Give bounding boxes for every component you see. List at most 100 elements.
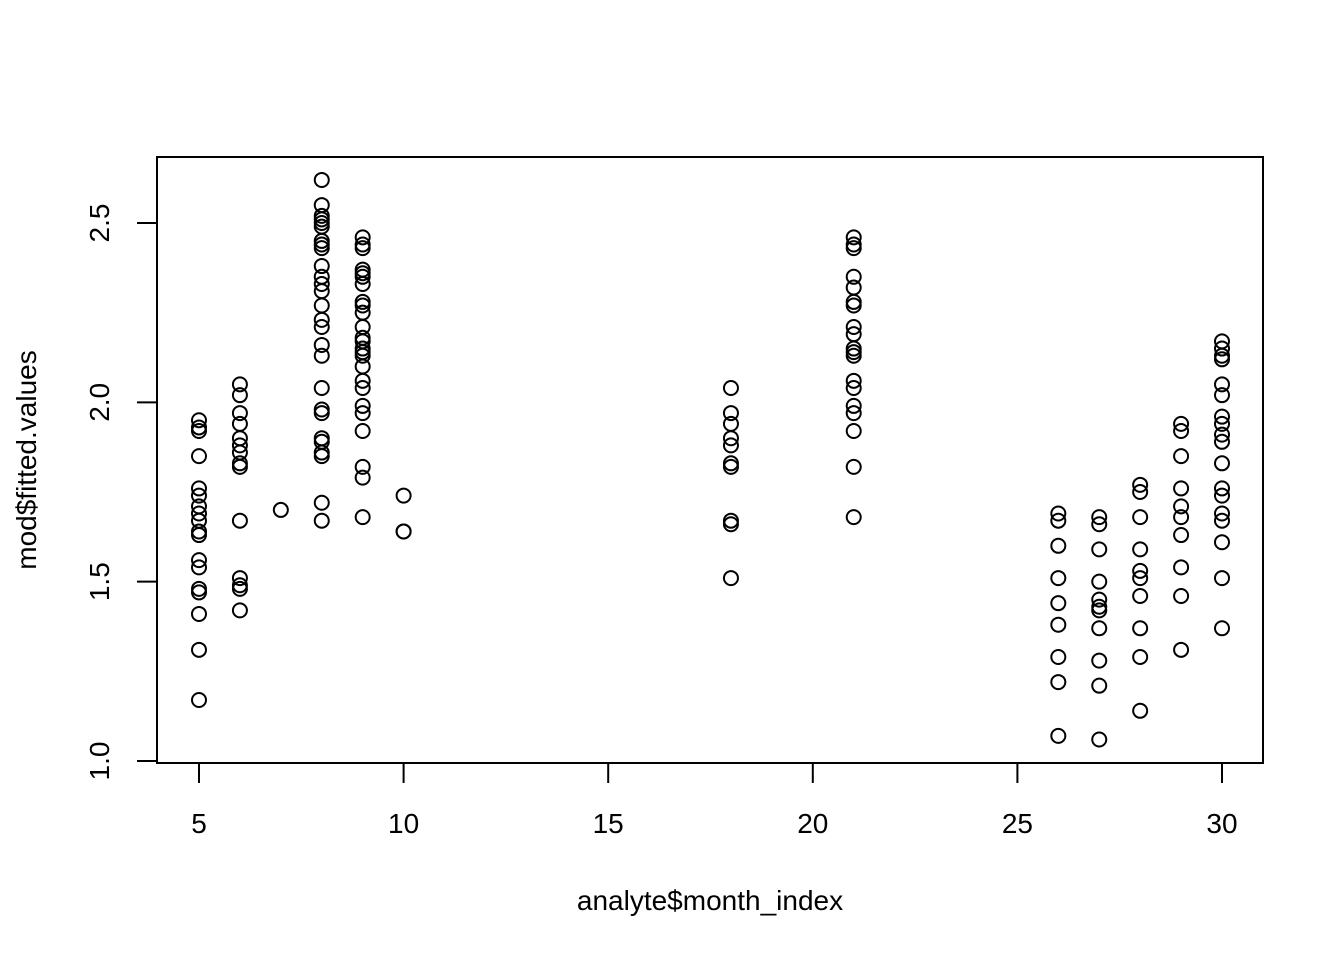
data-point [1173,588,1190,605]
y-tick-label: 2.0 [84,383,115,422]
x-tick-label: 15 [593,808,624,839]
data-point [313,275,330,292]
data-point [1050,648,1067,665]
data-point [313,494,330,511]
data-point [191,552,207,569]
data-point [1173,498,1190,515]
data-point [1091,516,1108,533]
data-point [1214,408,1230,425]
data-point [845,372,862,389]
data-point [231,405,248,422]
data-point [845,319,862,336]
data-point [1173,641,1190,658]
data-point [1091,620,1108,637]
data-point [722,458,739,475]
x-tick-label: 30 [1206,808,1237,839]
data-point [1091,602,1108,619]
y-axis-label: mod$fitted.values [11,350,42,569]
data-point [1132,702,1149,719]
data-point [1132,509,1149,526]
data-point [722,405,739,422]
data-point [845,397,862,414]
data-point [395,523,412,540]
data-point [354,469,371,486]
data-point [231,376,248,393]
data-point [313,512,330,529]
y-tick-label: 1.0 [84,742,115,781]
data-point [1173,480,1190,497]
data-point [191,423,207,440]
data-point [1214,415,1230,432]
data-point [354,347,371,364]
data-point [1214,351,1230,368]
data-point [313,405,330,422]
y-axis: 1.0 1.5 2.0 2.5 [84,204,158,781]
data-point [354,240,371,257]
data-point [231,437,248,454]
data-point [1132,476,1149,493]
data-point [722,437,739,454]
data-point [722,430,739,447]
data-point [1050,537,1067,554]
data-point [845,458,862,475]
data-point [313,311,330,328]
data-point [354,229,371,246]
data-point [1214,620,1230,637]
data-point [1214,455,1230,472]
data-point [1050,505,1067,522]
data-point [191,480,207,497]
data-point [354,275,371,292]
data-point [722,570,739,587]
data-point [1132,620,1149,637]
data-point [313,347,330,364]
data-point [1091,652,1108,669]
data-point [1132,588,1149,605]
data-point [231,387,248,404]
data-point [1050,674,1067,691]
data-point [845,240,862,257]
data-point [722,516,739,533]
y-tick-label: 2.5 [84,204,115,243]
data-point [1173,527,1190,544]
data-point [191,584,207,601]
data-point [395,487,412,504]
data-point [191,487,207,504]
x-tick-label: 5 [191,808,207,839]
data-point [313,319,330,336]
data-point [1214,570,1230,587]
data-point [231,458,248,475]
data-point [231,580,248,597]
x-tick-label: 10 [388,808,419,839]
data-point [313,336,330,353]
data-point [354,297,371,314]
data-point [1173,559,1190,576]
x-axis-label: analyte$month_index [577,885,843,916]
data-point [313,258,330,275]
data-point [1091,731,1108,748]
data-point [845,229,862,246]
data-point [1214,376,1230,393]
y-tick-label: 1.5 [84,562,115,601]
data-point [845,268,862,285]
data-point [191,505,207,522]
data-point [1132,484,1149,500]
data-point [354,423,371,440]
data-point [845,405,862,422]
data-point [1132,541,1149,558]
data-point [845,423,862,440]
data-point [313,240,330,257]
data-point [1214,534,1230,551]
data-point [1214,512,1230,529]
data-point [1091,591,1108,608]
x-tick-label: 20 [797,808,828,839]
data-point [1050,512,1067,529]
data-point [191,412,207,429]
data-point [313,448,330,465]
data-point [1173,509,1190,526]
data-point [231,602,248,619]
data-point [354,379,371,396]
data-point [354,372,371,389]
data-point [1091,677,1108,694]
data-point [354,397,371,414]
